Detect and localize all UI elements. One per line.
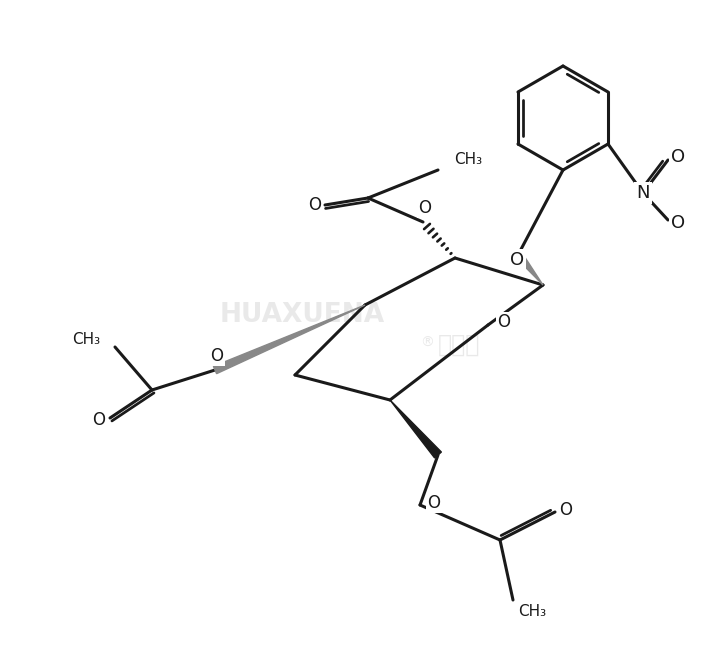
Text: O: O (211, 347, 224, 365)
Text: O: O (428, 494, 441, 512)
Text: 科学加: 科学加 (438, 333, 480, 357)
Text: O: O (559, 501, 572, 519)
Polygon shape (515, 252, 543, 285)
Text: O: O (92, 411, 105, 429)
Text: CH₃: CH₃ (72, 332, 100, 347)
Text: O: O (497, 313, 510, 331)
Text: HUAXUENA: HUAXUENA (220, 302, 385, 328)
Text: CH₃: CH₃ (454, 153, 482, 167)
Text: CH₃: CH₃ (518, 605, 546, 619)
Text: O: O (309, 196, 322, 214)
Polygon shape (390, 400, 441, 458)
Text: O: O (418, 199, 431, 217)
Text: O: O (671, 148, 685, 166)
Text: O: O (671, 214, 685, 232)
Text: O: O (510, 251, 524, 269)
Text: N: N (636, 184, 650, 202)
Polygon shape (213, 305, 365, 374)
Text: ®: ® (420, 336, 434, 350)
